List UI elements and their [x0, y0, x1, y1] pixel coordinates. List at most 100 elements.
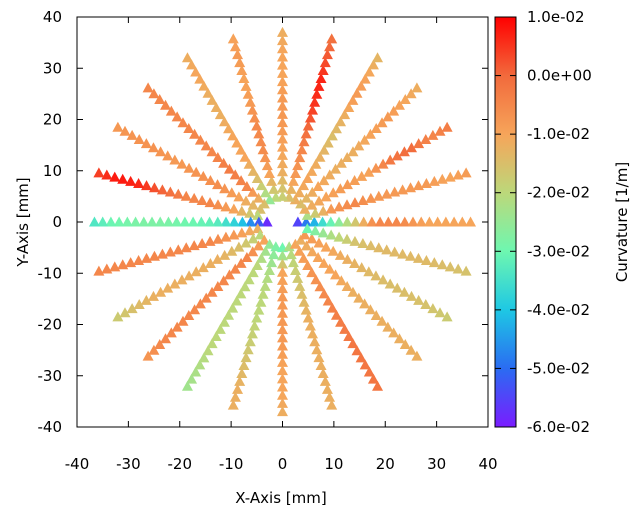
x-axis: -40 -30 -20 -10 0 10 20 30 40	[65, 17, 498, 473]
data-marker	[125, 175, 137, 186]
data-marker	[219, 183, 231, 194]
data-marker	[195, 216, 207, 227]
data-marker	[206, 146, 218, 157]
data-marker	[310, 274, 322, 285]
data-marker	[147, 290, 159, 301]
data-marker	[373, 190, 385, 201]
data-marker	[388, 327, 400, 338]
data-marker	[133, 133, 145, 144]
data-marker	[141, 180, 153, 191]
data-marker	[220, 216, 232, 227]
data-marker	[318, 144, 330, 155]
data-marker	[312, 180, 324, 191]
data-marker	[334, 249, 346, 260]
data-marker	[231, 295, 243, 306]
data-marker	[326, 130, 338, 141]
data-marker	[353, 292, 365, 303]
data-marker	[330, 309, 342, 320]
data-marker	[177, 117, 189, 128]
x-tick-label: 30	[427, 455, 446, 473]
data-marker	[317, 205, 329, 216]
data-marker	[247, 199, 259, 210]
data-marker	[227, 130, 239, 141]
data-marker	[313, 237, 325, 248]
data-marker	[295, 198, 307, 209]
data-marker	[365, 192, 377, 203]
data-marker	[235, 288, 247, 299]
data-marker	[349, 216, 361, 227]
data-marker	[140, 138, 152, 149]
data-marker	[277, 365, 288, 376]
data-marker	[261, 272, 273, 283]
data-marker	[428, 175, 440, 186]
data-marker	[243, 158, 255, 169]
data-marker	[317, 227, 329, 238]
data-marker	[186, 373, 198, 384]
data-marker	[206, 94, 218, 105]
data-marker	[204, 174, 216, 185]
data-marker	[298, 252, 310, 263]
data-marker	[277, 283, 288, 294]
data-marker	[277, 35, 288, 46]
data-marker	[126, 303, 138, 314]
data-marker	[277, 406, 288, 417]
data-marker	[244, 225, 256, 236]
colorbar-tick-label: -3.0e-02	[527, 242, 590, 260]
data-marker	[377, 158, 389, 169]
data-marker	[212, 233, 224, 244]
data-marker	[382, 216, 394, 227]
data-marker	[187, 216, 199, 227]
data-marker	[169, 278, 181, 289]
data-marker	[171, 321, 183, 332]
data-marker	[389, 246, 401, 257]
data-marker	[452, 263, 464, 274]
data-marker	[335, 157, 347, 168]
data-marker	[320, 241, 332, 252]
data-marker	[405, 182, 417, 193]
data-marker	[370, 162, 382, 173]
data-marker	[335, 316, 347, 327]
data-marker	[212, 179, 224, 190]
data-marker	[253, 128, 265, 139]
data-marker	[339, 323, 351, 334]
colorbar-ticks: 1.0e-02 0.0e+00 -1.0e-02 -2.0e-02 -3.0e-02 -4…	[495, 8, 592, 436]
data-marker	[318, 175, 330, 186]
data-marker	[285, 249, 297, 260]
data-marker	[239, 281, 251, 292]
data-marker	[311, 344, 323, 355]
data-marker	[236, 205, 248, 216]
y-tick-label: 20	[43, 111, 62, 129]
data-marker	[240, 237, 252, 248]
data-marker	[244, 336, 256, 347]
data-marker	[235, 257, 247, 268]
y-tick-label: 30	[43, 59, 62, 77]
data-marker	[324, 391, 336, 402]
data-marker	[247, 233, 259, 244]
data-marker	[119, 125, 131, 136]
data-marker	[183, 162, 195, 173]
data-marker	[101, 169, 113, 180]
data-marker	[266, 175, 278, 186]
data-marker	[147, 142, 159, 153]
data-marker	[238, 72, 250, 83]
data-marker	[317, 216, 329, 227]
colorbar-tick-label: -4.0e-02	[527, 301, 590, 319]
data-marker	[298, 136, 310, 147]
data-marker	[347, 286, 359, 297]
data-marker	[258, 198, 270, 209]
data-marker	[436, 259, 448, 270]
data-marker	[420, 254, 432, 265]
data-marker	[364, 304, 376, 315]
y-tick-label: 40	[43, 8, 62, 26]
data-marker	[365, 240, 377, 251]
data-marker	[393, 99, 405, 110]
data-marker	[321, 49, 333, 60]
data-marker	[268, 183, 280, 194]
data-marker	[420, 178, 432, 189]
data-marker	[322, 137, 334, 148]
x-tick-label: -30	[116, 455, 141, 473]
data-marker	[247, 246, 259, 257]
data-marker	[277, 76, 288, 87]
data-marker	[251, 173, 263, 184]
